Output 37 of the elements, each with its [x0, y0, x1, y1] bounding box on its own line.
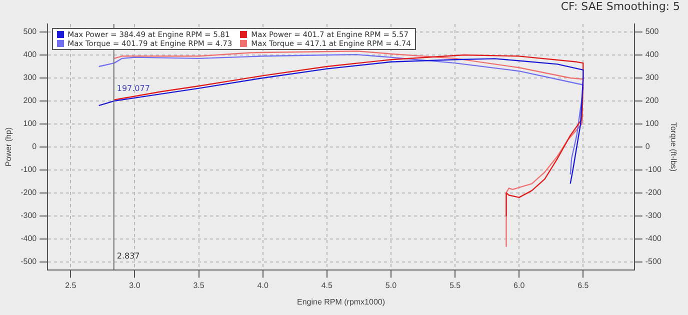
y2-axis-title: Torque (ft-lbs) [668, 122, 678, 172]
y-axis-title: Power (hp) [4, 127, 14, 166]
annotation: 2.837 [116, 252, 140, 261]
y-tick-label: -100 [20, 165, 38, 174]
y-tick-label: 500 [23, 27, 38, 36]
y2-tick-label: 100 [645, 119, 660, 128]
text: CF: SAE Smoothing: 5 [560, 0, 680, 13]
y2-tick-label: 400 [645, 50, 660, 60]
x-tick-label: 5.0 [385, 280, 398, 290]
x-tick-label: 5.5 [449, 280, 462, 290]
x-tick-label: 3.0 [129, 280, 141, 290]
y2-tick-label: 0 [645, 142, 650, 152]
y2-tick-label: 200 [645, 96, 660, 106]
x-tick-label: 3.5 [193, 280, 205, 290]
y-tick-label: -400 [20, 234, 38, 243]
y-tick-label: -200 [20, 188, 38, 198]
y-tick-label: 200 [23, 96, 38, 106]
x-tick-label: 4.0 [257, 280, 269, 290]
x-tick-label: 6.0 [514, 280, 526, 290]
y-tick-label: 100 [23, 119, 38, 128]
x-tick-label: 2.5 [65, 280, 77, 290]
y2-tick-label: -500 [645, 256, 662, 266]
y2-tick-label: -300 [645, 211, 662, 220]
y-tick-label: 0 [32, 142, 38, 152]
x-tick-label: 6.5 [578, 280, 590, 290]
y2-tick-label: 500 [645, 27, 660, 36]
y2-tick-label: -400 [645, 234, 662, 243]
y-tick-label: -300 [20, 211, 38, 220]
y-tick-label: 300 [23, 73, 38, 82]
x-axis-title: Engine RPM (rpmx1000) [296, 297, 386, 306]
annotation: 197.077 [116, 84, 150, 94]
y-tick-label: -500 [20, 256, 38, 266]
y2-tick-label: 300 [645, 73, 660, 82]
y2-tick-label: -100 [645, 165, 662, 174]
y2-tick-label: -200 [645, 188, 662, 198]
y-tick-label: 400 [23, 50, 38, 60]
x-tick-label: 4.5 [321, 280, 334, 290]
